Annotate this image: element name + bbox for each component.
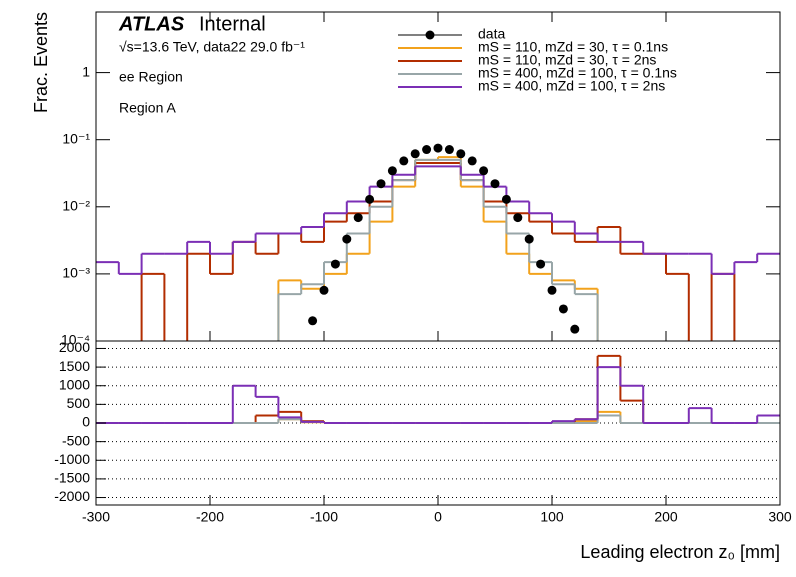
legend-marker — [425, 30, 435, 40]
ratio-plot — [96, 347, 780, 499]
atlas-label: ATLAS — [118, 13, 185, 35]
data-point — [376, 179, 386, 189]
x-axis-title: Leading electron z₀ [mm] — [580, 542, 780, 562]
y-tick-label: 10⁻⁴ — [61, 332, 90, 348]
data-point — [387, 166, 397, 176]
annotation: Region A — [119, 100, 176, 116]
y-tick-label: 10⁻³ — [62, 265, 90, 281]
legend-label: mS = 400, mZd = 100, τ = 2ns — [478, 78, 665, 94]
data-point — [570, 324, 580, 334]
x-tick-label: -100 — [310, 509, 338, 525]
data-point — [410, 149, 420, 159]
data-point — [479, 166, 489, 176]
x-tick-label: -300 — [82, 509, 110, 525]
y-tick-label: 2000 — [59, 339, 90, 355]
data-point — [342, 234, 352, 244]
y-tick-label: -1500 — [54, 470, 90, 486]
data-point — [422, 145, 432, 155]
data-point — [456, 149, 466, 159]
data-point — [365, 194, 375, 204]
data-point — [433, 143, 443, 153]
atlas-status: Internal — [199, 13, 266, 35]
y-tick-label: -500 — [62, 432, 90, 448]
x-tick-label: 100 — [540, 509, 564, 525]
y-tick-label: 1500 — [59, 358, 90, 374]
y-tick-label: -1000 — [54, 451, 90, 467]
x-tick-label: 0 — [434, 509, 442, 525]
y-tick-label: 1 — [82, 63, 90, 79]
data-point — [501, 194, 511, 204]
legend-label: data — [478, 26, 505, 42]
data-point — [353, 213, 363, 223]
data-point — [444, 145, 454, 155]
data-point — [513, 213, 523, 223]
data-point — [524, 234, 534, 244]
x-tick-label: 300 — [768, 509, 792, 525]
y-tick-label: 0 — [82, 414, 90, 430]
y-tick-label: 10⁻² — [62, 198, 90, 214]
legend-label: mS = 400, mZd = 100, τ = 0.1ns — [478, 65, 677, 81]
y-axis-title: Frac. Events — [31, 12, 51, 113]
x-tick-label: 200 — [654, 509, 678, 525]
data-point — [490, 179, 500, 189]
y-tick-label: 10⁻¹ — [62, 130, 90, 146]
data-point — [536, 259, 546, 269]
top-plot — [96, 143, 780, 341]
y-tick-label: -2000 — [54, 488, 90, 504]
x-tick-label: -200 — [196, 509, 224, 525]
annotation: ee Region — [119, 69, 183, 85]
energy-label: √s=13.6 TeV, data22 29.0 fb⁻¹ — [119, 39, 305, 55]
ratio-frame — [95, 340, 781, 506]
y-tick-label: 1000 — [59, 376, 90, 392]
data-point — [308, 316, 318, 326]
data-point — [330, 259, 340, 269]
data-point — [399, 156, 409, 166]
data-point — [319, 285, 329, 295]
data-point — [547, 285, 557, 295]
data-point — [467, 156, 477, 166]
y-tick-label: 500 — [67, 395, 91, 411]
legend-label: mS = 110, mZd = 30, τ = 0.1ns — [478, 39, 668, 55]
data-point — [558, 304, 568, 314]
legend-label: mS = 110, mZd = 30, τ = 2ns — [478, 52, 656, 68]
